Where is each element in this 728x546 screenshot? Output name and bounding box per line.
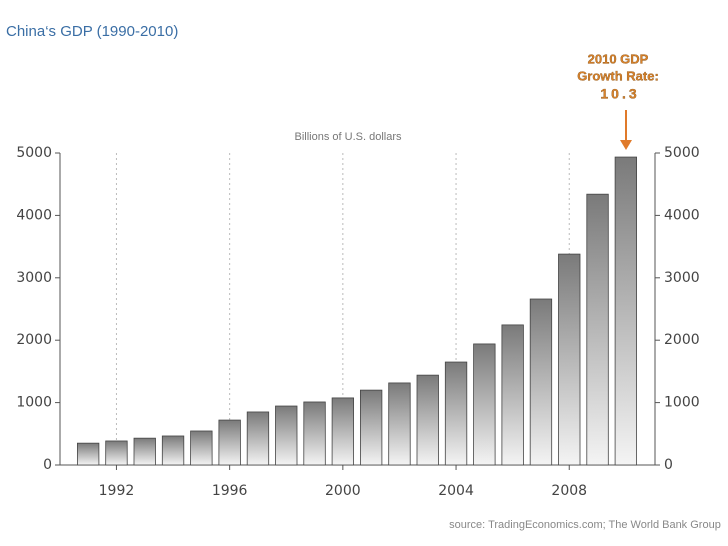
bar — [161, 435, 185, 466]
x-tick-label: 2008 — [551, 483, 587, 499]
bar — [529, 298, 553, 466]
annotation-line: Growth Rate: — [577, 68, 659, 83]
annotation-value: 10.3 — [600, 86, 639, 102]
chart-title: China‘s GDP (1990-2010) — [6, 23, 178, 40]
y-tick-label: 0 — [43, 457, 52, 473]
y2-tick-label: 5000 — [664, 145, 700, 161]
bar — [416, 374, 439, 466]
bar — [359, 389, 383, 466]
y2-tick-label: 2000 — [664, 332, 700, 348]
bar — [275, 405, 298, 466]
y-tick-label: 4000 — [16, 207, 52, 223]
bar — [190, 430, 213, 466]
source-note: source: TradingEconomics.com; The World … — [449, 519, 721, 531]
y2-tick-label: 4000 — [664, 207, 700, 223]
bar — [614, 156, 638, 466]
bar — [388, 382, 411, 466]
x-tick-label: 2000 — [325, 483, 361, 499]
annotation-line: 2010 GDP — [588, 51, 649, 66]
chart-subtitle: Billions of U.S. dollars — [295, 131, 402, 143]
bar — [133, 437, 156, 466]
bar — [331, 397, 355, 466]
bar — [303, 401, 326, 466]
bar — [444, 361, 468, 466]
annotation-arrowhead — [620, 140, 632, 150]
bar — [105, 440, 128, 466]
x-tick-label: 1992 — [99, 483, 135, 499]
bar — [76, 442, 100, 466]
y-tick-label: 3000 — [16, 270, 52, 286]
bar — [473, 343, 496, 466]
annotation: 2010 GDP Growth Rate: 10.3 — [577, 51, 659, 102]
y2-tick-label: 0 — [664, 457, 673, 473]
y2-tick-label: 3000 — [664, 270, 700, 286]
y-tick-label: 1000 — [16, 395, 52, 411]
y2-tick-label: 1000 — [664, 395, 700, 411]
y-tick-label: 2000 — [16, 332, 52, 348]
x-tick-label: 2004 — [438, 483, 474, 499]
bar — [218, 419, 241, 466]
y-tick-label: 5000 — [16, 145, 52, 161]
x-tick-label: 1996 — [212, 483, 248, 499]
bar — [501, 324, 524, 466]
bar — [586, 193, 609, 466]
bar — [246, 411, 270, 466]
bar — [558, 253, 581, 466]
